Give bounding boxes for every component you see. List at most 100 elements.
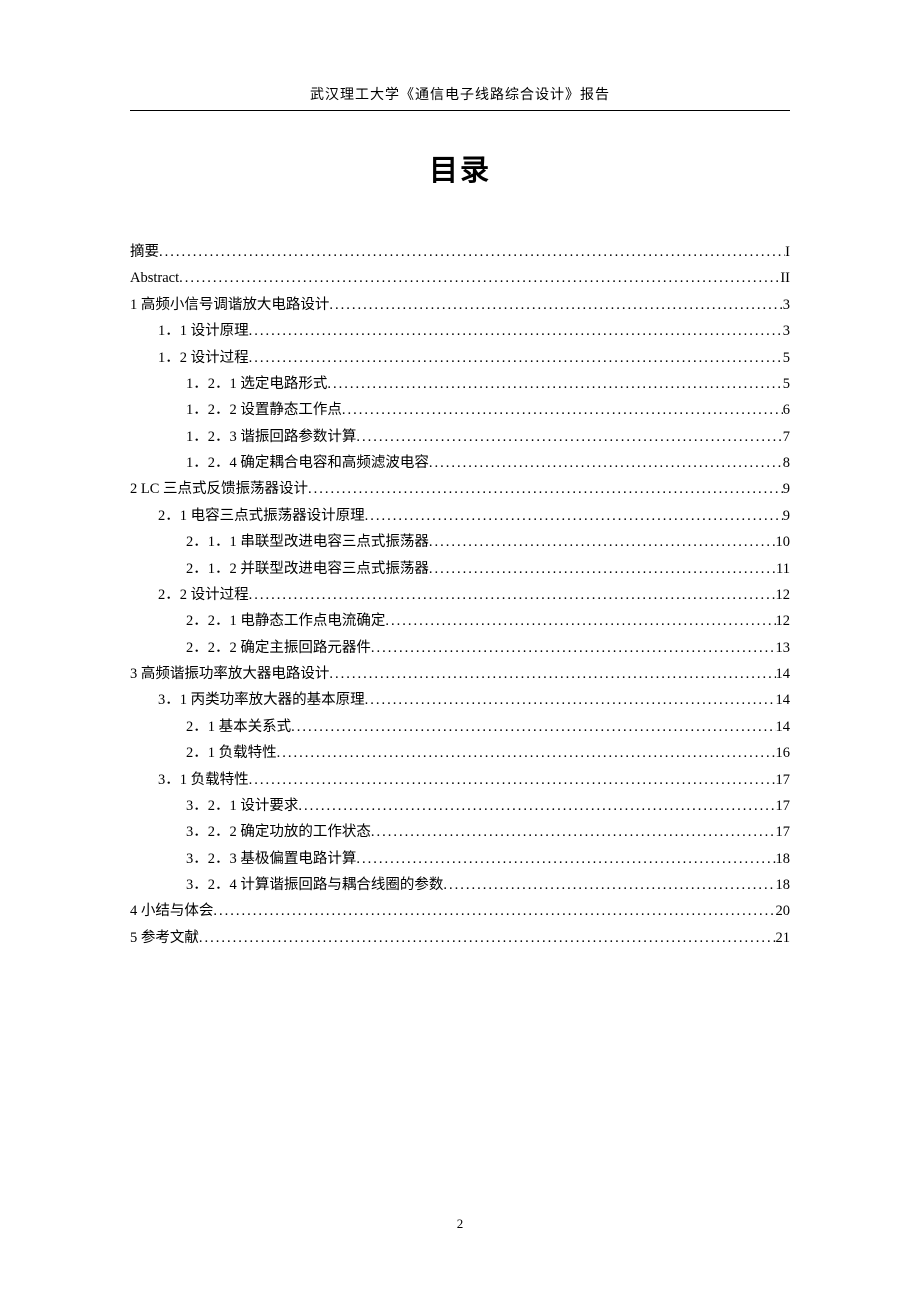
toc-entry: 1 高频小信号调谐放大电路设计3 xyxy=(130,292,790,318)
toc-entry: 3．2．2 确定功放的工作状态 17 xyxy=(130,819,790,845)
toc-entry: 1．2．3 谐振回路参数计算7 xyxy=(130,424,790,450)
toc-entry-label: Abstract xyxy=(130,265,179,291)
toc-entry-label: 3．2．4 计算谐振回路与耦合线圈的参数 xyxy=(186,872,443,898)
toc-entry: 2 LC 三点式反馈振荡器设计 9 xyxy=(130,476,790,502)
toc-entry-label: 摘要 xyxy=(130,239,159,265)
toc-leader-dots xyxy=(429,450,783,476)
toc-leader-dots xyxy=(371,819,776,845)
toc-entry-page: 20 xyxy=(776,898,791,924)
toc-entry-page: 12 xyxy=(776,608,791,634)
toc-entry-page: 11 xyxy=(776,556,790,582)
toc-entry: 4 小结与体会 20 xyxy=(130,898,790,924)
toc-entry: 2．2 设计过程 12 xyxy=(130,582,790,608)
toc-leader-dots xyxy=(329,661,775,687)
toc-leader-dots xyxy=(371,635,776,661)
toc-entry-page: 10 xyxy=(776,529,791,555)
toc-leader-dots xyxy=(249,318,783,344)
toc-leader-dots xyxy=(342,397,783,423)
toc-entry-page: 18 xyxy=(776,872,791,898)
toc-leader-dots xyxy=(385,608,775,634)
toc-entry-label: 4 小结与体会 xyxy=(130,898,213,924)
toc-leader-dots xyxy=(277,740,776,766)
toc-entry: 2．2．1 电静态工作点电流确定 12 xyxy=(130,608,790,634)
toc-entry: 1．2．4 确定耦合电容和高频滤波电容8 xyxy=(130,450,790,476)
toc-entry-label: 1．2．2 设置静态工作点 xyxy=(186,397,342,423)
toc-entry-page: 21 xyxy=(776,925,791,951)
toc-entry-page: 16 xyxy=(776,740,791,766)
toc-entry-label: 2．2．1 电静态工作点电流确定 xyxy=(186,608,385,634)
toc-entry: 1．2．1 选定电路形式 5 xyxy=(130,371,790,397)
toc-leader-dots xyxy=(291,714,775,740)
toc-entry-page: 14 xyxy=(776,661,791,687)
toc-entry-page: I xyxy=(785,239,790,265)
toc-leader-dots xyxy=(308,476,783,502)
toc-entry: 摘要 I xyxy=(130,239,790,265)
toc-entry: 2．1 负载特性 16 xyxy=(130,740,790,766)
toc-leader-dots xyxy=(179,265,780,291)
toc-entry: 2．1．2 并联型改进电容三点式振荡器11 xyxy=(130,556,790,582)
toc-entry-label: 1．2．1 选定电路形式 xyxy=(186,371,327,397)
toc-entry-label: 2．1 负载特性 xyxy=(186,740,277,766)
toc-leader-dots xyxy=(356,846,775,872)
toc-entry-label: 1．1 设计原理 xyxy=(158,318,249,344)
toc-entry: 3．2．1 设计要求 17 xyxy=(130,793,790,819)
toc-leader-dots xyxy=(298,793,775,819)
toc-entry-label: 3．2．2 确定功放的工作状态 xyxy=(186,819,371,845)
toc-entry-page: 9 xyxy=(783,503,790,529)
toc-entry: 2．1．1 串联型改进电容三点式振荡器 10 xyxy=(130,529,790,555)
toc-entry-label: 2．1 基本关系式 xyxy=(186,714,291,740)
toc-entry: 3．1 负载特性 17 xyxy=(130,767,790,793)
toc-leader-dots xyxy=(356,424,782,450)
toc-leader-dots xyxy=(213,898,775,924)
toc-entry: 2．1 基本关系式14 xyxy=(130,714,790,740)
toc-leader-dots xyxy=(249,767,776,793)
toc-entry: 3．2．3 基极偏置电路计算 18 xyxy=(130,846,790,872)
toc-entry-label: 2 LC 三点式反馈振荡器设计 xyxy=(130,476,308,502)
toc-entry: 2．1 电容三点式振荡器设计原理 9 xyxy=(130,503,790,529)
toc-entry-page: 9 xyxy=(783,476,790,502)
toc-leader-dots xyxy=(249,582,776,608)
toc-entry-label: 1．2．3 谐振回路参数计算 xyxy=(186,424,356,450)
toc-entry-label: 3 高频谐振功率放大器电路设计 xyxy=(130,661,329,687)
toc-entry: 3．1 丙类功率放大器的基本原理14 xyxy=(130,687,790,713)
toc-leader-dots xyxy=(199,925,776,951)
toc-entry-label: 2．2．2 确定主振回路元器件 xyxy=(186,635,371,661)
toc-entry-page: 14 xyxy=(776,687,791,713)
toc-leader-dots xyxy=(249,345,783,371)
page-header: 武汉理工大学《通信电子线路综合设计》报告 xyxy=(130,84,790,110)
toc-entry-page: 5 xyxy=(783,371,790,397)
toc-leader-dots xyxy=(159,239,785,265)
toc-entry: 3．2．4 计算谐振回路与耦合线圈的参数 18 xyxy=(130,872,790,898)
toc-list: 摘要IAbstractII1 高频小信号调谐放大电路设计31．1 设计原理31．… xyxy=(130,239,790,951)
toc-entry: 1．2．2 设置静态工作点6 xyxy=(130,397,790,423)
toc-title: 目录 xyxy=(130,147,790,189)
toc-entry-label: 3．2．3 基极偏置电路计算 xyxy=(186,846,356,872)
toc-entry-label: 2．2 设计过程 xyxy=(158,582,249,608)
toc-entry-label: 3．2．1 设计要求 xyxy=(186,793,298,819)
toc-entry-page: 12 xyxy=(776,582,791,608)
toc-leader-dots xyxy=(365,687,776,713)
toc-entry-page: 18 xyxy=(776,846,791,872)
toc-leader-dots xyxy=(429,529,776,555)
toc-entry-label: 1．2．4 确定耦合电容和高频滤波电容 xyxy=(186,450,429,476)
toc-leader-dots xyxy=(329,292,782,318)
toc-leader-dots xyxy=(443,872,775,898)
toc-entry-page: 17 xyxy=(776,819,791,845)
toc-entry: 1．1 设计原理3 xyxy=(130,318,790,344)
toc-entry: 3 高频谐振功率放大器电路设计 14 xyxy=(130,661,790,687)
toc-entry-page: 5 xyxy=(783,345,790,371)
toc-entry: 1．2 设计过程 5 xyxy=(130,345,790,371)
toc-entry-label: 5 参考文献 xyxy=(130,925,199,951)
toc-entry-label: 2．1 电容三点式振荡器设计原理 xyxy=(158,503,365,529)
toc-entry-page: 17 xyxy=(776,767,791,793)
toc-entry: AbstractII xyxy=(130,265,790,291)
page-number: 2 xyxy=(0,1216,920,1232)
toc-leader-dots xyxy=(429,556,776,582)
toc-entry-label: 2．1．1 串联型改进电容三点式振荡器 xyxy=(186,529,429,555)
toc-leader-dots xyxy=(365,503,783,529)
toc-entry: 2．2．2 确定主振回路元器件 13 xyxy=(130,635,790,661)
toc-entry-label: 1．2 设计过程 xyxy=(158,345,249,371)
toc-entry-page: 13 xyxy=(776,635,791,661)
toc-entry-label: 3．1 负载特性 xyxy=(158,767,249,793)
toc-entry-page: 17 xyxy=(776,793,791,819)
